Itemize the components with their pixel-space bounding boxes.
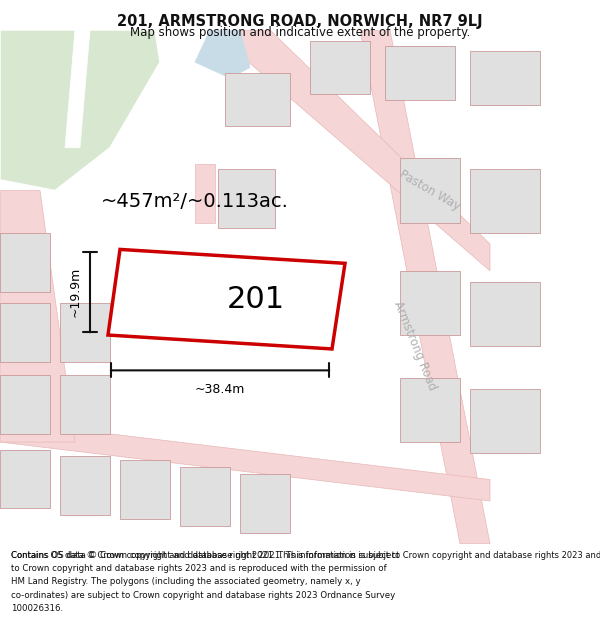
Text: to Crown copyright and database rights 2023 and is reproduced with the permissio: to Crown copyright and database rights 2… [11, 564, 386, 573]
Polygon shape [240, 474, 290, 533]
Polygon shape [0, 374, 50, 434]
Text: 201: 201 [227, 284, 286, 314]
Polygon shape [65, 30, 90, 148]
Text: co-ordinates) are subject to Crown copyright and database rights 2023 Ordnance S: co-ordinates) are subject to Crown copyr… [11, 591, 395, 599]
Polygon shape [195, 30, 250, 78]
Text: 100026316.: 100026316. [11, 604, 63, 612]
Text: Contains OS data © Crown copyright and database right 2021. This information is : Contains OS data © Crown copyright and d… [11, 551, 400, 560]
Polygon shape [470, 389, 540, 452]
Polygon shape [0, 303, 50, 362]
Polygon shape [0, 30, 160, 191]
Polygon shape [470, 281, 540, 346]
Polygon shape [470, 51, 540, 105]
Polygon shape [180, 467, 230, 526]
Polygon shape [120, 460, 170, 519]
Polygon shape [400, 378, 460, 442]
Polygon shape [0, 233, 50, 292]
Text: ~19.9m: ~19.9m [69, 267, 82, 318]
Polygon shape [218, 169, 275, 228]
Polygon shape [108, 249, 345, 349]
Polygon shape [195, 164, 215, 222]
Polygon shape [60, 303, 110, 362]
Polygon shape [470, 169, 540, 233]
Text: ~457m²/~0.113ac.: ~457m²/~0.113ac. [101, 192, 289, 211]
Polygon shape [60, 456, 110, 515]
Polygon shape [400, 158, 460, 222]
Text: Map shows position and indicative extent of the property.: Map shows position and indicative extent… [130, 26, 470, 39]
Polygon shape [0, 191, 75, 442]
Text: HM Land Registry. The polygons (including the associated geometry, namely x, y: HM Land Registry. The polygons (includin… [11, 578, 361, 586]
Polygon shape [230, 30, 490, 271]
Polygon shape [385, 46, 455, 99]
Text: Contains OS data © Crown copyright and database right 2021. This information is : Contains OS data © Crown copyright and d… [11, 551, 600, 560]
Polygon shape [0, 421, 490, 501]
Polygon shape [225, 72, 290, 126]
Polygon shape [360, 30, 490, 544]
Polygon shape [0, 449, 50, 508]
Text: ~38.4m: ~38.4m [195, 383, 245, 396]
Text: 201, ARMSTRONG ROAD, NORWICH, NR7 9LJ: 201, ARMSTRONG ROAD, NORWICH, NR7 9LJ [117, 14, 483, 29]
Polygon shape [400, 271, 460, 335]
Polygon shape [310, 41, 370, 94]
Text: Armstrong Road: Armstrong Road [391, 299, 439, 392]
Text: Paston Way: Paston Way [397, 168, 463, 213]
Polygon shape [60, 374, 110, 434]
